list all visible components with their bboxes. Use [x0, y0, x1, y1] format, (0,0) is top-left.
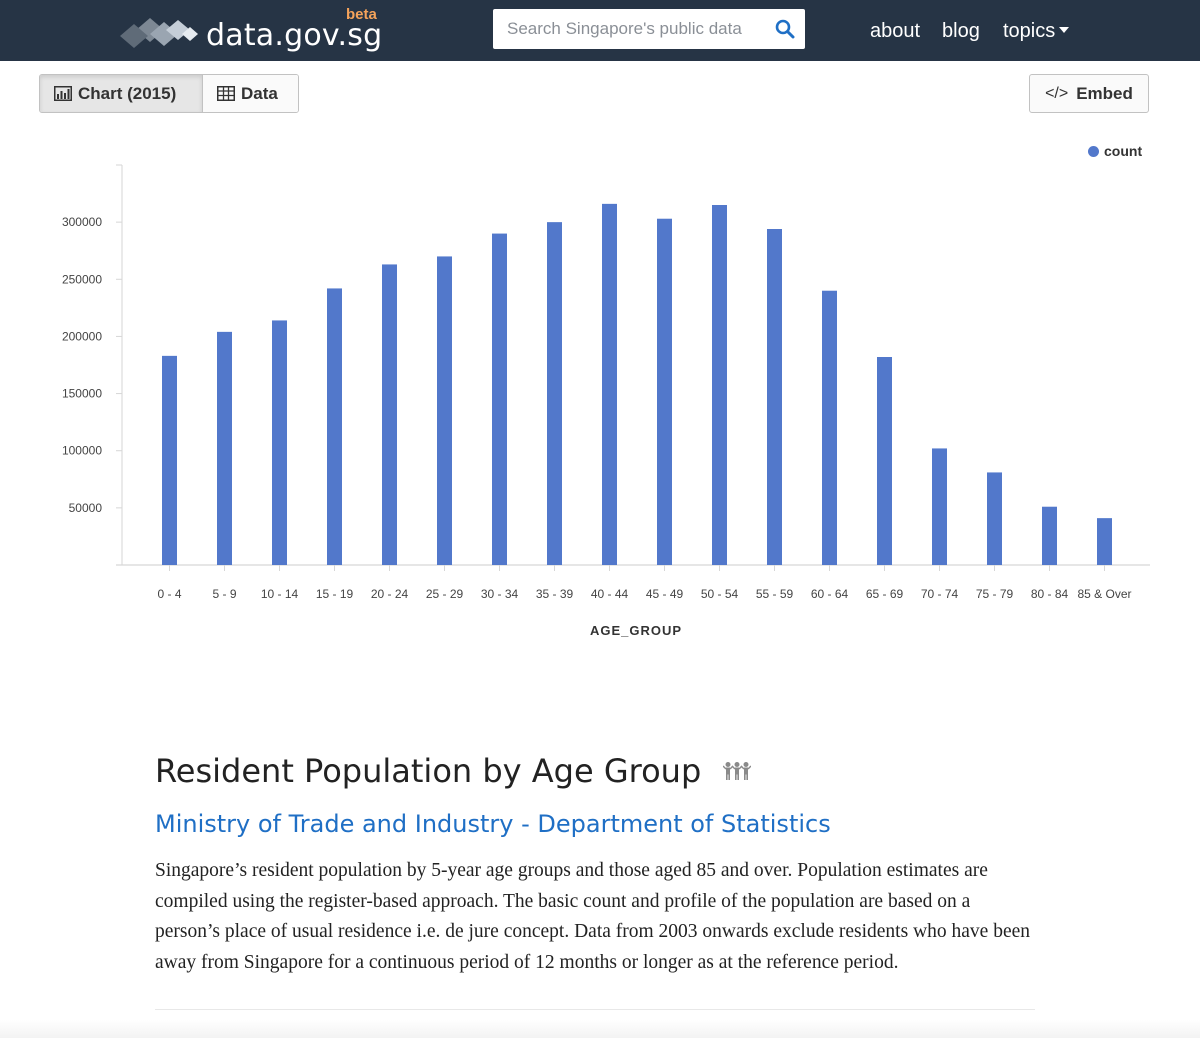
data-tab-button[interactable]: Data — [203, 75, 298, 112]
bar — [382, 264, 397, 565]
x-axis-title: AGE_GROUP — [590, 623, 682, 638]
legend-label: count — [1104, 143, 1143, 159]
site-logo[interactable]: data.gov.sg beta — [120, 6, 390, 56]
page-footer-shadow — [0, 1020, 1200, 1038]
search-icon — [775, 19, 795, 39]
x-tick-label: 30 - 34 — [481, 587, 519, 601]
section-divider — [155, 1009, 1035, 1010]
bar — [492, 233, 507, 566]
view-toggle-group: Chart (2015) Data — [39, 74, 299, 113]
dataset-title: Resident Population by Age Group — [155, 752, 702, 790]
bar — [932, 448, 947, 565]
bar — [547, 222, 562, 565]
search-button[interactable] — [765, 9, 805, 49]
x-tick-label: 50 - 54 — [701, 587, 739, 601]
legend-marker — [1088, 145, 1099, 157]
embed-button[interactable]: </> Embed — [1029, 74, 1149, 113]
x-tick-label: 60 - 64 — [811, 587, 849, 601]
people-icon — [723, 762, 752, 780]
bar — [272, 320, 287, 565]
dataset-title-row: Resident Population by Age Group — [155, 752, 752, 790]
nav-blog-link[interactable]: blog — [942, 20, 980, 42]
x-tick-label: 85 & Over — [1077, 587, 1131, 601]
bar — [602, 203, 617, 565]
x-tick-label: 20 - 24 — [371, 587, 409, 601]
logo-text: data.gov.sg — [206, 18, 383, 53]
bar — [1042, 506, 1057, 565]
x-tick-label: 65 - 69 — [866, 587, 904, 601]
chart-tab-label: Chart (2015) — [78, 83, 177, 103]
x-tick-label: 45 - 49 — [646, 587, 684, 601]
x-tick-label: 25 - 29 — [426, 587, 464, 601]
beta-badge: beta — [346, 6, 377, 23]
x-tick-label: 55 - 59 — [756, 587, 794, 601]
bar — [162, 355, 177, 565]
nav-topics-label: topics — [1003, 20, 1056, 42]
bar — [822, 290, 837, 565]
y-tick-label: 300000 — [62, 215, 102, 229]
y-tick-label: 200000 — [62, 329, 102, 343]
y-tick-label: 150000 — [62, 387, 102, 401]
x-tick-label: 10 - 14 — [261, 587, 299, 601]
table-icon — [217, 86, 235, 101]
y-tick-label: 100000 — [62, 444, 102, 458]
chevron-down-icon — [1059, 26, 1070, 33]
x-tick-label: 5 - 9 — [212, 587, 236, 601]
bar — [217, 331, 232, 565]
bar — [437, 256, 452, 565]
x-tick-label: 40 - 44 — [591, 587, 629, 601]
bar — [712, 205, 727, 565]
bar — [877, 357, 892, 565]
bar — [767, 229, 782, 565]
bar — [987, 472, 1002, 565]
population-bar-chart: 50000 100000 150000 200000 250000 300000 0 - 4… — [62, 164, 1150, 638]
search-box — [493, 9, 805, 49]
data-tab-label: Data — [241, 83, 278, 103]
bar — [327, 288, 342, 565]
x-tick-label: 15 - 19 — [316, 587, 354, 601]
y-tick-label: 50000 — [69, 501, 103, 515]
y-tick-label: 250000 — [62, 272, 102, 286]
code-icon: </> — [1045, 84, 1069, 102]
chart-legend: count — [1088, 143, 1142, 159]
chart-tab-button[interactable]: Chart (2015) — [40, 75, 203, 112]
x-tick-label: 75 - 79 — [976, 587, 1014, 601]
bar-chart-icon — [54, 86, 72, 101]
dataset-description: Singapore’s resident population by 5-yea… — [155, 860, 1031, 973]
x-tick-label: 70 - 74 — [921, 587, 959, 601]
nav-topics-dropdown[interactable]: topics — [1003, 20, 1070, 43]
top-navbar: data.gov.sg beta about blog topics — [0, 0, 1200, 61]
logo-diamonds-icon — [120, 18, 198, 48]
x-tick-label: 80 - 84 — [1031, 587, 1069, 601]
nav-about-link[interactable]: about — [870, 20, 921, 42]
bar — [657, 218, 672, 565]
bar — [1097, 518, 1112, 565]
publisher-link[interactable]: Ministry of Trade and Industry - Departm… — [155, 810, 831, 838]
embed-label: Embed — [1076, 83, 1133, 103]
x-tick-label: 0 - 4 — [157, 587, 181, 601]
search-input[interactable] — [493, 9, 763, 49]
x-tick-label: 35 - 39 — [536, 587, 574, 601]
